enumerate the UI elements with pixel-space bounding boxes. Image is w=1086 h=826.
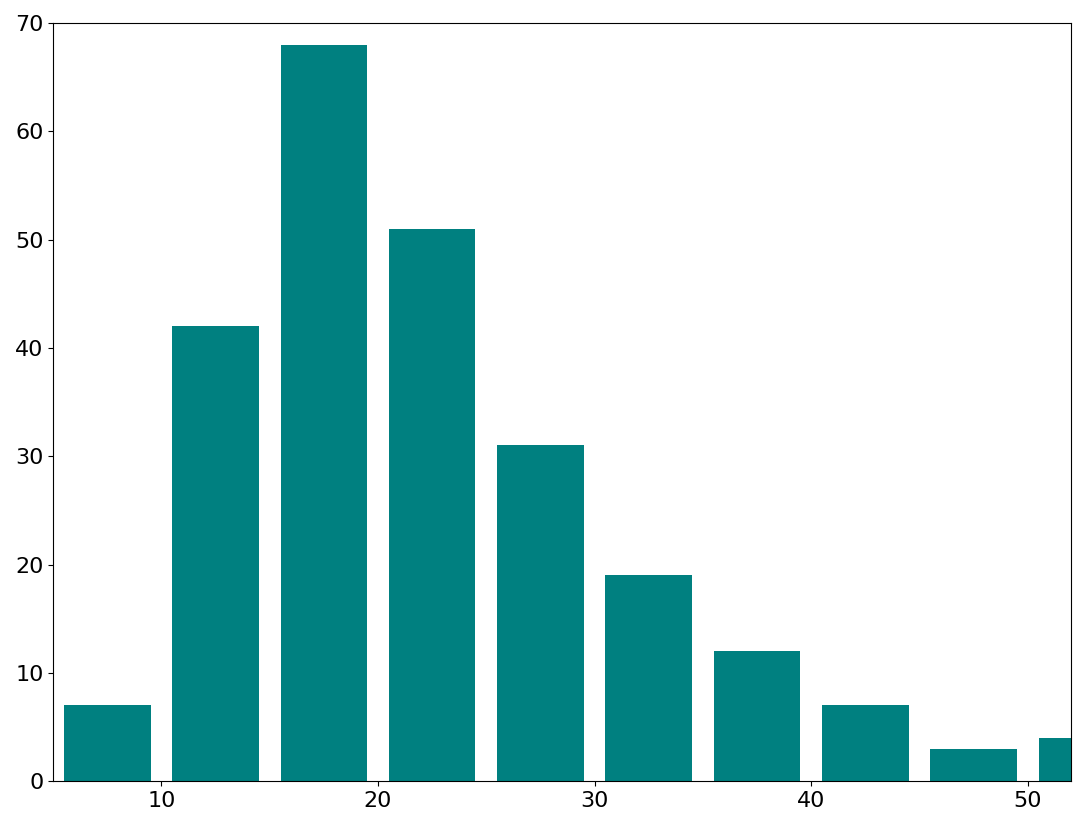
- Bar: [605, 576, 692, 781]
- Bar: [714, 651, 800, 781]
- Bar: [280, 45, 367, 781]
- Bar: [931, 749, 1016, 781]
- Bar: [1038, 738, 1086, 781]
- Bar: [64, 705, 151, 781]
- Bar: [497, 445, 584, 781]
- Bar: [173, 326, 258, 781]
- Bar: [389, 229, 476, 781]
- Bar: [822, 705, 909, 781]
